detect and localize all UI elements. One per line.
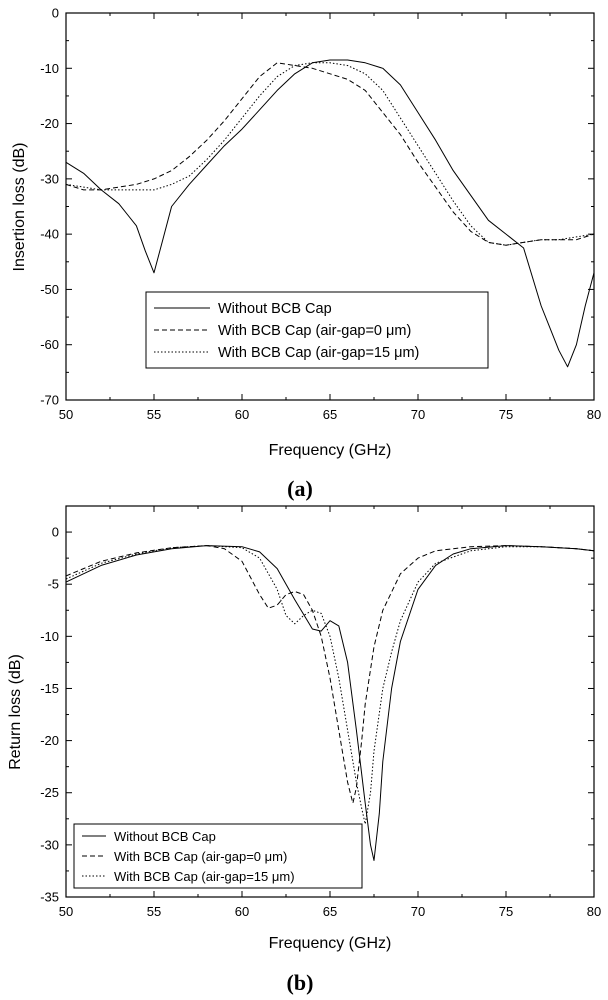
b-legend-box: [73, 823, 363, 889]
b-y-tick-label: -25: [40, 785, 59, 800]
panel-a-x-axis-label: Frequency (GHz): [269, 442, 392, 459]
a-y-tick-label: 0: [52, 6, 59, 21]
a-y-tick-label: -40: [40, 227, 59, 242]
a-legend-label: With BCB Cap (air-gap=0 μm): [218, 323, 411, 339]
a-x-tick-label: 60: [235, 407, 249, 422]
b-series-line-dashed: [65, 545, 595, 804]
a-legend-label: With BCB Cap (air-gap=15 μm): [218, 345, 419, 361]
panel-b-x-axis-label: Frequency (GHz): [269, 935, 392, 952]
panel-b-axis-ticks: 50 55 60 65 70 75 80 0 -5 -10 -15 -20 -25 -30 -35: [40, 506, 601, 919]
a-series-line-dashed: [65, 62, 595, 246]
b-x-tick-label: 75: [499, 904, 513, 919]
a-x-tick-label: 70: [411, 407, 425, 422]
a-x-tick-label: 75: [499, 407, 513, 422]
b-y-tick-label: -10: [40, 629, 59, 644]
b-y-tick-label: -20: [40, 733, 59, 748]
panel-b-series-lines: [65, 545, 595, 861]
a-x-tick-label: 55: [147, 407, 161, 422]
b-series-line-dotted: [65, 545, 595, 825]
a-x-tick-label: 50: [59, 407, 73, 422]
b-y-tick-label: -30: [40, 837, 59, 852]
b-series-line-solid: [65, 545, 595, 861]
a-y-tick-label: -20: [40, 116, 59, 131]
a-y-tick-label: -60: [40, 337, 59, 352]
a-y-tick-label: -30: [40, 171, 59, 186]
b-y-tick-label: -15: [40, 681, 59, 696]
b-legend-label: With BCB Cap (air-gap=0 μm): [114, 849, 287, 864]
b-legend-label: With BCB Cap (air-gap=15 μm): [114, 869, 295, 884]
a-legend-label: Without BCB Cap: [218, 301, 332, 317]
panel-a-series-lines: [65, 59, 595, 368]
b-x-tick-label: 55: [147, 904, 161, 919]
panel-a-legend: Without BCB Cap With BCB Cap (air-gap=0 μ…: [145, 291, 489, 369]
b-x-tick-label: 70: [411, 904, 425, 919]
panel-a-label: (a): [287, 476, 313, 501]
a-y-tick-label: -70: [40, 393, 59, 408]
a-x-tick-label: 65: [323, 407, 337, 422]
a-y-tick-label: -50: [40, 282, 59, 297]
b-y-tick-label: -5: [47, 577, 59, 592]
panel-b-return-loss-chart: 50 55 60 65 70 75 80 0 -5 -10 -15 -20 -25 -30 -35 With…: [7, 505, 601, 995]
b-y-tick-label: 0: [52, 525, 59, 540]
panel-b-label: (b): [287, 970, 314, 995]
b-y-tick-label: -35: [40, 890, 59, 905]
a-x-tick-label: 80: [587, 407, 601, 422]
panel-a-y-axis-label: Insertion loss (dB): [11, 143, 28, 272]
panel-a-axis-ticks: 50 55 60 65 70 75 80 0 -10 -20 -30 -40 -50 -60 -70: [40, 6, 601, 423]
a-series-line-solid: [65, 59, 595, 368]
b-x-tick-label: 50: [59, 904, 73, 919]
b-legend-label: Without BCB Cap: [114, 829, 216, 844]
panel-a-insertion-loss-chart: 50 55 60 65 70 75 80 0 -10 -20 -30 -40 -50 -60 -70 Wit…: [11, 6, 601, 502]
b-x-tick-label: 60: [235, 904, 249, 919]
panel-b-y-axis-label: Return loss (dB): [7, 654, 24, 770]
a-series-line-dotted: [65, 62, 595, 246]
panel-b-legend: Without BCB Cap With BCB Cap (air-gap=0 μ…: [73, 823, 363, 889]
b-x-tick-label: 65: [323, 904, 337, 919]
a-y-tick-label: -10: [40, 61, 59, 76]
b-x-tick-label: 80: [587, 904, 601, 919]
